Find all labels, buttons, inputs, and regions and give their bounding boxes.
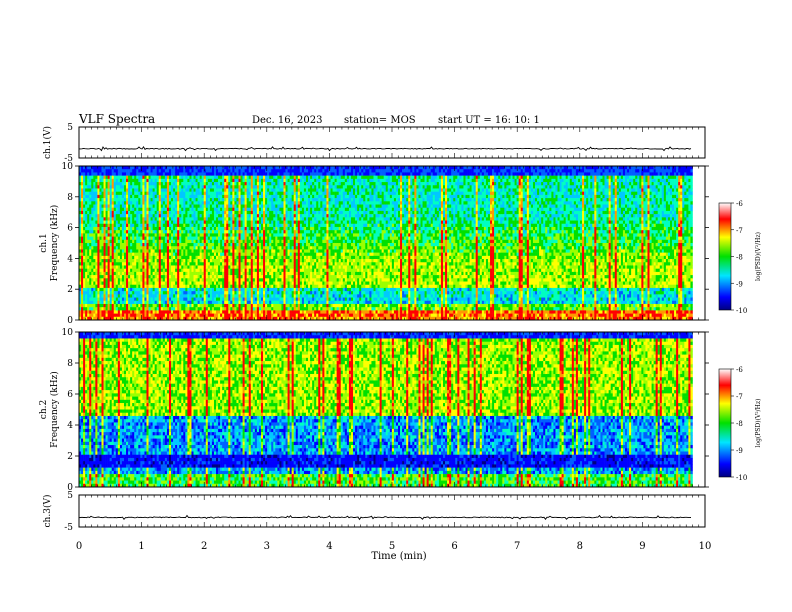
ch1-spectrogram-colorbar-tick-label: -6: [736, 200, 743, 208]
ch1-waveform-ylabel: ch.1(V): [42, 126, 53, 159]
ch1-waveform-trace: [78, 145, 692, 152]
ch1-spectrogram-colorbar-tick-label: -10: [736, 307, 747, 315]
ch2-spectrogram-ytick-label: 0: [67, 483, 73, 493]
ch3-waveform-panel: [78, 494, 706, 528]
ch1-spectrogram-ytick-label: 10: [62, 162, 74, 172]
xtick-label: 2: [201, 541, 207, 552]
ch1-spectrogram-ytick-label: 4: [67, 254, 73, 264]
ch2-spectrogram-ytick-label: 2: [67, 452, 73, 462]
xtick-label: 10: [699, 541, 712, 552]
ch3-waveform-ylabel: ch.3(V): [42, 495, 53, 528]
ch1-spectrogram-panel: [75, 165, 734, 321]
ch1-waveform-ytick-label: -5: [64, 154, 73, 164]
ch3-waveform-trace: [78, 514, 692, 521]
ch2-spectrogram-colorbar: [718, 368, 732, 478]
ch2-spectrogram-ytick-label: 10: [62, 328, 74, 338]
ch2-spectrogram-colorbar-tick-label: -10: [736, 474, 747, 482]
ch1-waveform-ytick-label: 5: [67, 123, 73, 133]
ch1-spectrogram-ytick-label: 2: [67, 285, 73, 295]
ch1-spectrogram-ytick-label: 8: [67, 193, 73, 203]
start-time-label: start UT = 16: 10: 1: [438, 115, 540, 126]
ch3-waveform-ytick-label: -5: [64, 523, 73, 533]
ch1-waveform-panel: [78, 126, 706, 159]
ch2-spectrogram-colorbar-tick-label: -8: [736, 420, 743, 428]
ch2-spectrogram-panel: [75, 331, 734, 488]
xtick-label: 0: [76, 541, 82, 552]
xtick-label: 8: [577, 541, 583, 552]
chart-title: VLF Spectra: [79, 112, 155, 126]
ch2-spectrogram-ylabel-channel: ch.2: [39, 400, 49, 419]
ch1-spectrogram-image: [79, 166, 693, 321]
xtick-label: 6: [451, 541, 457, 552]
ch2-spectrogram-ytick-label: 6: [67, 390, 73, 400]
xtick-label: 1: [138, 541, 144, 552]
date-label: Dec. 16, 2023: [252, 115, 322, 126]
station-label: station= MOS: [344, 115, 416, 126]
ch3-waveform-ytick-label: 5: [67, 491, 73, 501]
ch1-spectrogram-ytick-label: 0: [67, 316, 73, 326]
ch2-spectrogram-colorbar-label: log(PSD)(V²/Hz): [755, 399, 762, 448]
ch2-spectrogram-ylabel-axis: Frequency (kHz): [49, 371, 60, 448]
ch1-spectrogram-colorbar-label: log(PSD)(V²/Hz): [755, 232, 762, 281]
ch1-spectrogram-colorbar: [718, 202, 732, 311]
xtick-label: 3: [264, 541, 270, 552]
xtick-label: 5: [389, 541, 395, 552]
ch1-spectrogram-ytick-label: 6: [67, 224, 73, 234]
ch1-spectrogram-colorbar-tick-label: -9: [736, 280, 743, 288]
ch2-spectrogram-image: [79, 332, 693, 488]
ch2-spectrogram-colorbar-tick-label: -9: [736, 447, 743, 455]
xtick-label: 9: [639, 541, 645, 552]
xtick-label: 7: [514, 541, 520, 552]
ch2-spectrogram-ytick-label: 4: [67, 421, 73, 431]
ch2-spectrogram-colorbar-tick-label: -7: [736, 393, 743, 401]
ch1-spectrogram-ylabel-axis: Frequency (kHz): [49, 205, 60, 282]
ch2-spectrogram-ytick-label: 8: [67, 359, 73, 369]
xtick-label: 4: [326, 541, 332, 552]
x-axis-label: Time (min): [371, 551, 426, 562]
ch1-spectrogram-colorbar-tick-label: -7: [736, 227, 743, 235]
ch1-spectrogram-ylabel-channel: ch.1: [39, 233, 49, 252]
ch1-spectrogram-colorbar-tick-label: -8: [736, 254, 743, 262]
ch2-spectrogram-colorbar-tick-label: -6: [736, 366, 743, 374]
